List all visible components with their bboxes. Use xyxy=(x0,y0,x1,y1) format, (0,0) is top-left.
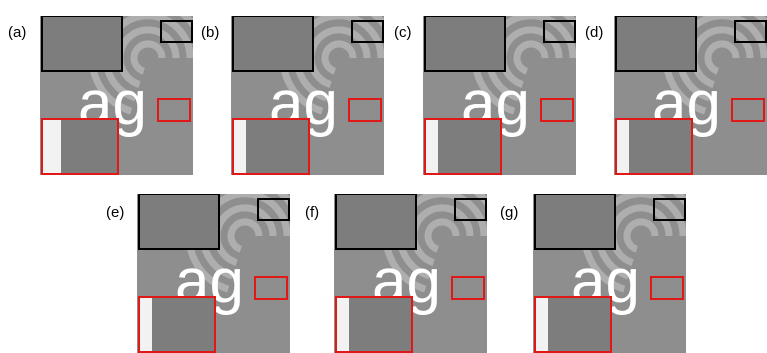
zoom-inset-white-edge xyxy=(337,298,349,351)
panel-f-image: ag xyxy=(334,194,487,353)
zoom-inset-white-edge xyxy=(234,120,246,173)
zoom-inset-white-edge xyxy=(426,120,438,173)
zoom-inset-black xyxy=(424,16,506,72)
zoom-box-red xyxy=(731,98,765,122)
zoom-box-black xyxy=(653,198,686,221)
zoom-inset-black xyxy=(41,16,123,72)
panel-label-e: (e) xyxy=(106,204,125,221)
panel-label-f: (f) xyxy=(305,204,320,221)
zoom-inset-white-edge xyxy=(617,120,629,173)
zoom-box-black xyxy=(734,20,767,43)
zoom-box-red xyxy=(348,98,382,122)
zoom-inset-black xyxy=(534,194,616,250)
zoom-box-black xyxy=(351,20,384,43)
zoom-inset-black xyxy=(615,16,697,72)
zoom-box-red xyxy=(540,98,574,122)
panel-d-image: ag xyxy=(614,16,767,175)
zoom-box-red xyxy=(451,276,485,300)
zoom-inset-black xyxy=(232,16,314,72)
zoom-box-red xyxy=(254,276,288,300)
zoom-box-black xyxy=(454,198,487,221)
panel-a-image: ag xyxy=(40,16,193,175)
zoom-box-black xyxy=(257,198,290,221)
zoom-box-red xyxy=(157,98,191,122)
zoom-inset-white-edge xyxy=(140,298,152,351)
panel-label-g: (g) xyxy=(500,204,519,221)
zoom-box-black xyxy=(543,20,576,43)
zoom-inset-white-edge xyxy=(43,120,61,173)
zoom-inset-black xyxy=(335,194,417,250)
panel-label-c: (c) xyxy=(394,24,412,41)
panel-label-d: (d) xyxy=(585,24,604,41)
panel-label-a: (a) xyxy=(8,24,27,41)
panel-label-b: (b) xyxy=(201,24,220,41)
panel-c-image: ag xyxy=(423,16,576,175)
zoom-box-red xyxy=(650,276,684,300)
panel-g-image: ag xyxy=(533,194,686,353)
zoom-box-black xyxy=(160,20,193,43)
panel-e-image: ag xyxy=(137,194,290,353)
zoom-inset-black xyxy=(138,194,220,250)
zoom-inset-white-edge xyxy=(536,298,548,351)
panel-b-image: ag xyxy=(231,16,384,175)
